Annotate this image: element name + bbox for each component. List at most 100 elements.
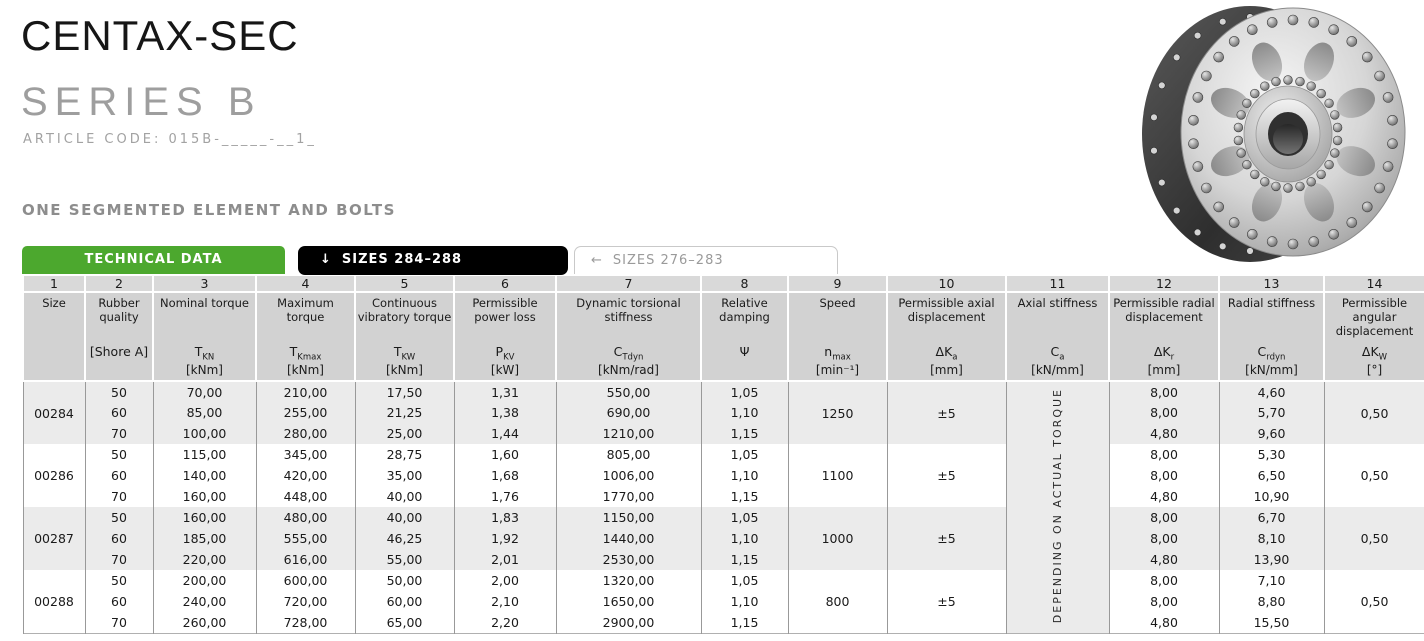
column-header-9: Speed nmax [min⁻¹] [787,291,888,382]
column-header-14: Permissible angular displacement ΔKW [°] [1323,291,1424,382]
column-title: Size [42,296,66,310]
cell-shore-a: 60 [84,528,154,549]
tab-sizes-284-288[interactable]: ↓ SIZES 284–288 [298,246,568,275]
cell-speed: 1000 [787,507,888,570]
cell-torsional-stiffness: 2900,00 [555,612,702,633]
cell-torsional-stiffness: 1770,00 [555,486,702,507]
column-number: 5 [354,274,455,293]
column-unit: [kN/mm] [1245,363,1298,377]
column-title: Permissible power loss [472,296,538,324]
cell-power-loss: 2,01 [453,549,557,570]
cell-nominal-torque: 260,00 [152,612,257,633]
cell-radial-stiffness: 8,80 [1218,591,1325,612]
hub-teeth [1233,75,1343,193]
cell-torsional-stiffness: 1210,00 [555,423,702,444]
data-row-00288-60: 60 240,00 720,00 60,00 2,10 1650,00 1,10 8,00 8,… [23,591,1424,612]
cell-power-loss: 1,92 [453,528,557,549]
cell-speed: 1250 [787,381,888,444]
cell-power-loss: 1,44 [453,423,557,444]
cell-radial-displacement: 8,00 [1108,402,1220,423]
cell-speed: 1100 [787,444,888,507]
data-row-00288-50: 00288 50 200,00 600,00 50,00 2,00 1320,00 1,05 8… [22,570,1424,633]
data-row-00284-50: 00284 50 70,00 210,00 17,50 1,31 550,00 1,05 125… [22,381,1424,633]
column-unit: [min⁻¹] [815,363,860,377]
column-header-7: Dynamic torsional stiffness CTdyn [kNm/rad… [555,291,702,382]
column-symbol: Crdyn [1257,344,1286,363]
cell-torsional-stiffness: 1150,00 [555,507,702,528]
cell-radial-stiffness: 10,90 [1218,486,1325,507]
cell-maximum-torque: 728,00 [255,612,356,633]
tab-sizes-276-283[interactable]: ← SIZES 276–283 [574,246,838,274]
tab-bar: TECHNICAL DATA ↓ SIZES 284–288 ← SIZES 276… [22,246,838,275]
cell-axial-displacement: ±5 [886,444,1007,507]
cell-shore-a: 60 [84,402,154,423]
cell-maximum-torque: 600,00 [255,570,356,591]
cell-power-loss: 1,31 [453,381,557,402]
cell-power-loss: 1,38 [453,402,557,423]
cell-vibratory-torque: 35,00 [354,465,455,486]
cell-torsional-stiffness: 2530,00 [555,549,702,570]
cell-axial-stiffness-note: DEPENDING ON ACTUAL TORQUE [1005,381,1110,633]
cell-radial-stiffness: 9,60 [1218,423,1325,444]
column-unit [87,363,151,378]
column-number: 8 [700,274,789,293]
section-label: ONE SEGMENTED ELEMENT AND BOLTS [22,201,396,219]
column-number: 3 [152,274,257,293]
column-number: 11 [1005,274,1110,293]
cell-damping: 1,10 [700,528,789,549]
tab-technical-data[interactable]: TECHNICAL DATA [22,246,285,274]
column-symbol: TKmax [289,344,322,363]
disc-holes [1210,42,1376,222]
cell-maximum-torque: 280,00 [255,423,356,444]
cell-vibratory-torque: 55,00 [354,549,455,570]
column-header-5: Continuous vibratory torque TKW [kNm] [354,291,455,382]
column-number: 6 [453,274,557,293]
column-title: Nominal torque [160,296,249,310]
cell-torsional-stiffness: 690,00 [555,402,702,423]
cell-shore-a: 50 [84,507,154,528]
cell-radial-displacement: 8,00 [1108,381,1220,402]
tab-sizes-276-283-label: SIZES 276–283 [612,253,724,268]
column-number: 9 [787,274,888,293]
product-photo [1142,6,1406,262]
article-code: ARTICLE CODE: 015B-_____-__1_ [23,132,317,147]
column-header-3: Nominal torque TKN [kNm] [152,291,257,382]
column-number: 10 [886,274,1007,293]
column-header-11: Axial stiffness Ca [kN/mm] [1005,291,1110,382]
column-number: 4 [255,274,356,293]
cell-shore-a: 70 [84,423,154,444]
cell-radial-stiffness: 13,90 [1218,549,1325,570]
column-symbol: nmax [824,344,851,363]
cell-damping: 1,15 [700,423,789,444]
column-unit [25,363,83,378]
cell-size: 00287 [22,507,86,570]
column-title: Permissible axial displacement [898,296,995,324]
cell-power-loss: 2,20 [453,612,557,633]
cell-radial-stiffness: 7,10 [1218,570,1325,591]
cell-power-loss: 1,68 [453,465,557,486]
column-symbol: PKV [495,344,515,363]
column-symbol [25,344,83,363]
column-header-2: Rubber quality [Shore A] [84,291,154,382]
cell-damping: 1,15 [700,549,789,570]
axial-stiffness-note: DEPENDING ON ACTUAL TORQUE [1051,388,1064,624]
cell-radial-stiffness: 6,50 [1218,465,1325,486]
cell-maximum-torque: 210,00 [255,381,356,402]
cell-radial-stiffness: 5,30 [1218,444,1325,465]
column-header-12: Permissible radial displacement ΔKr [mm] [1108,291,1220,382]
column-unit: [kNm] [186,363,223,377]
cell-radial-stiffness: 15,50 [1218,612,1325,633]
column-unit: [mm] [1147,363,1181,377]
cell-radial-displacement: 4,80 [1108,486,1220,507]
cell-radial-stiffness: 4,60 [1218,381,1325,402]
column-number: 1 [22,274,86,293]
cell-damping: 1,15 [700,486,789,507]
cell-radial-displacement: 8,00 [1108,507,1220,528]
column-symbol: ΔKr [1153,344,1175,363]
column-numbers-row: 1 2 3 4 5 6 7 8 9 10 11 12 13 14 [22,274,1424,293]
cell-damping: 1,10 [700,402,789,423]
data-row-00286-60: 60 140,00 420,00 35,00 1,68 1006,00 1,10 8,00 6,… [23,465,1424,486]
technical-data-table: 1 2 3 4 5 6 7 8 9 10 11 12 13 14 Size Rubber quality [S… [22,274,1424,634]
cell-radial-displacement: 8,00 [1108,570,1220,591]
column-header-1: Size [22,291,86,382]
